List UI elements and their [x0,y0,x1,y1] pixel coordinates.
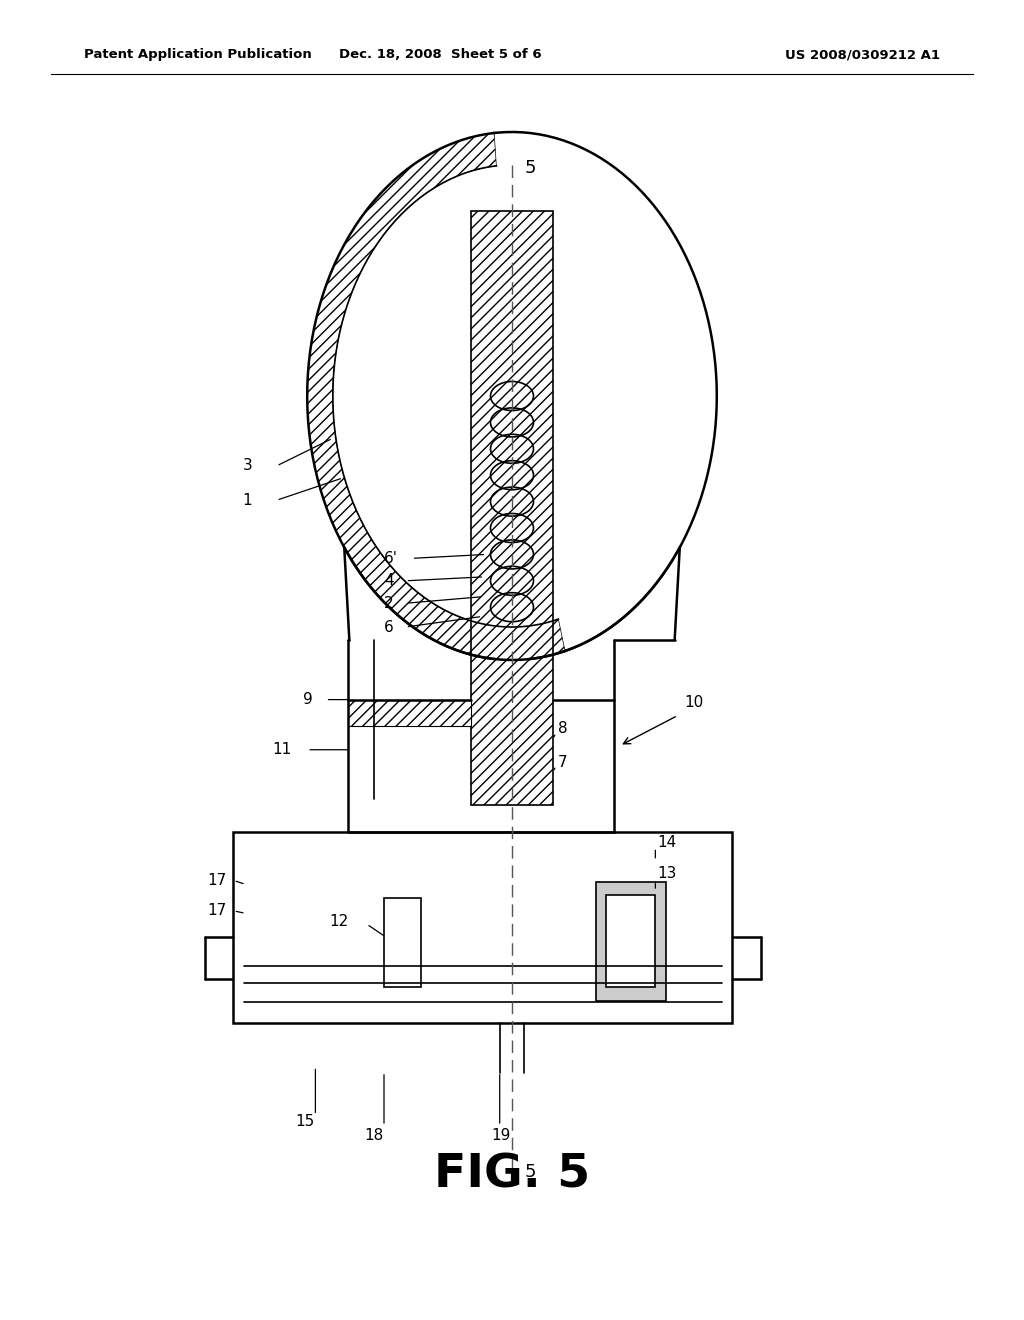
Text: 6: 6 [384,619,394,635]
Text: 14: 14 [657,834,677,850]
Text: 5: 5 [524,158,536,177]
Text: 3: 3 [243,458,253,474]
Text: US 2008/0309212 A1: US 2008/0309212 A1 [785,48,940,61]
Text: 15: 15 [295,1114,314,1130]
Text: Dec. 18, 2008  Sheet 5 of 6: Dec. 18, 2008 Sheet 5 of 6 [339,48,542,61]
Bar [606,895,655,987]
Text: 17: 17 [207,903,226,919]
Text: 18: 18 [365,1127,384,1143]
Polygon shape [307,133,565,660]
Text: 1: 1 [243,492,252,508]
Text: 6': 6' [384,550,398,566]
Text: 9: 9 [303,692,313,708]
Bar [471,211,553,805]
Text: 17: 17 [207,873,226,888]
Text: Patent Application Publication: Patent Application Publication [84,48,311,61]
Text: 5: 5 [524,1163,536,1181]
Text: 11: 11 [272,742,292,758]
Bar [233,832,732,1023]
Text: 12: 12 [330,913,349,929]
Bar [596,882,666,1001]
Text: FIG. 5: FIG. 5 [434,1152,590,1199]
Bar [348,700,471,726]
Text: 10: 10 [684,694,703,710]
Text: 7: 7 [558,755,567,771]
Text: 19: 19 [492,1127,511,1143]
Bar [384,898,421,987]
Text: 13: 13 [657,866,677,882]
Text: 8: 8 [558,721,567,737]
Text: 2: 2 [384,595,393,611]
Text: 4: 4 [384,573,393,589]
